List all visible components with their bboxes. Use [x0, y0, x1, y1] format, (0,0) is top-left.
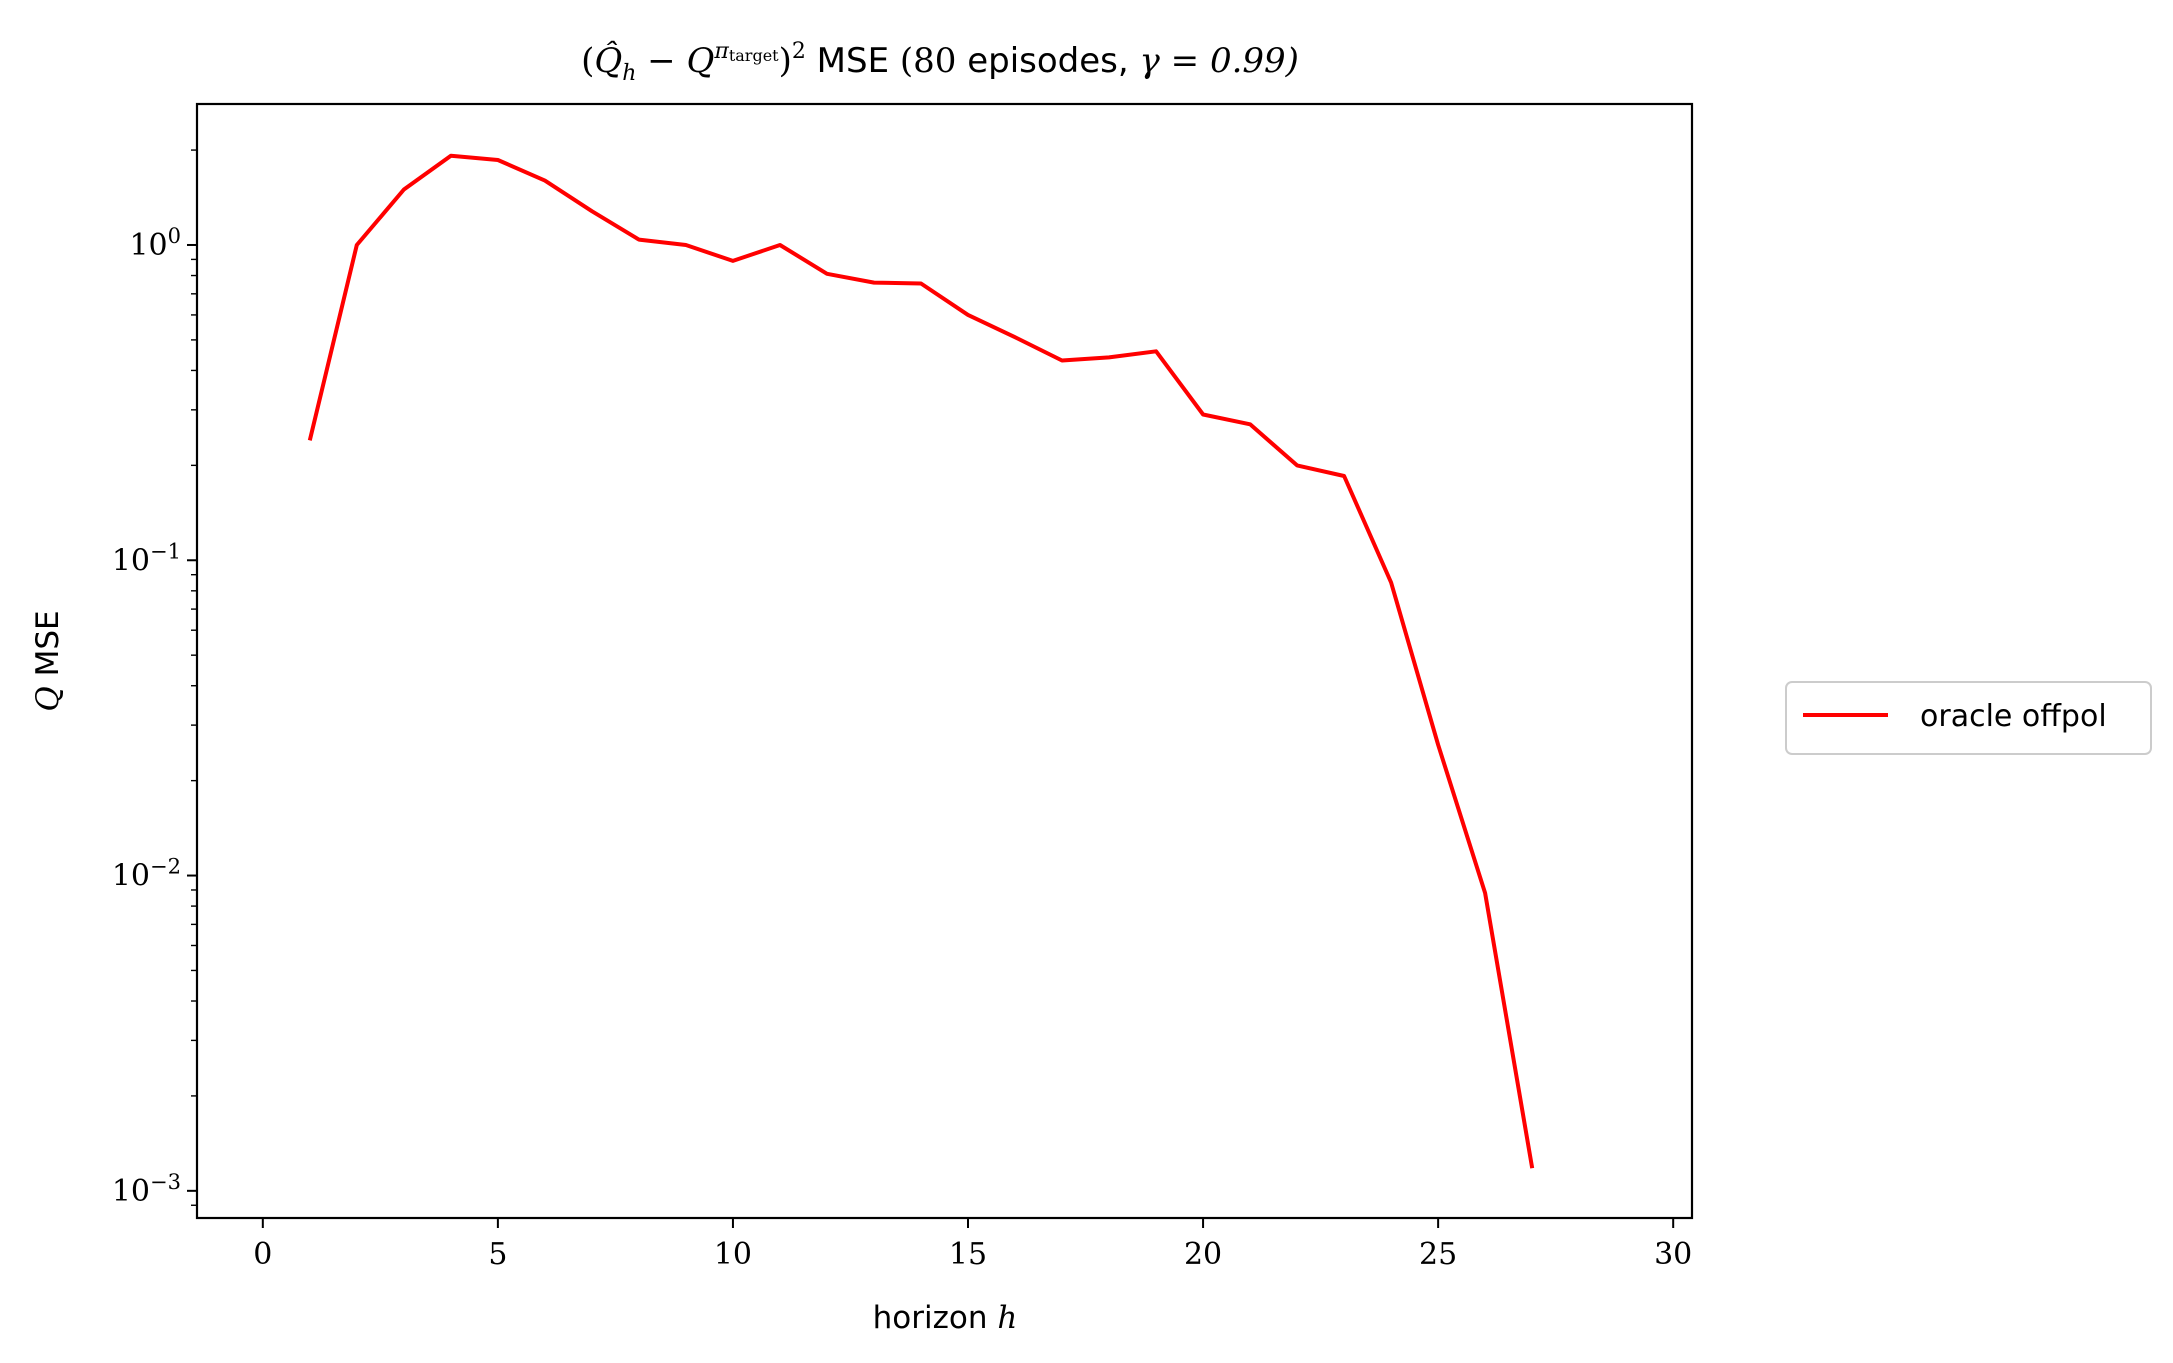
chart-title: (Q̂h − Qπtarget)2 MSE (80 episodes, γ = …: [581, 39, 1299, 86]
title-close-paren: ): [779, 41, 792, 81]
x-axis-label-h: h: [997, 1300, 1017, 1336]
y-axis: 100 10−1 10−2 10−3: [112, 149, 197, 1209]
x-tick-label: 10: [714, 1237, 752, 1272]
title-q-hat: Q̂: [594, 40, 622, 81]
title-episodes: episodes,: [956, 41, 1139, 81]
title-sq: 2: [792, 39, 806, 64]
y-axis-label-mse: MSE: [30, 610, 66, 686]
x-axis-label: horizon h: [873, 1300, 1018, 1336]
title-h-sub: h: [622, 61, 636, 86]
y-tick-label: 10−1: [112, 539, 181, 578]
x-tick-label: 0: [253, 1237, 272, 1272]
title-open-paren: (: [581, 41, 594, 81]
x-tick-label: 5: [488, 1237, 507, 1272]
series-layer: [307, 153, 1535, 1169]
legend-label: oracle offpol: [1920, 699, 2107, 734]
y-tick-label: 100: [129, 224, 181, 263]
title-80: (80: [900, 41, 957, 81]
title-minus-q: − Q: [636, 41, 714, 81]
x-tick-label: 20: [1184, 1237, 1222, 1272]
title-mse: MSE: [806, 41, 900, 81]
y-axis-label-q: Q: [30, 686, 66, 711]
legend-box: [1785, 681, 2152, 755]
title-pi-sup: π: [713, 39, 729, 64]
x-axis: 0 5 10 15 20 25 30: [253, 1218, 1692, 1272]
x-tick-label: 15: [949, 1237, 987, 1272]
y-axis-label: Q MSE: [30, 610, 66, 711]
y-tick-label: 10−2: [112, 855, 181, 894]
title-gamma: γ = 0.99): [1140, 41, 1299, 81]
title-target-sub: target: [729, 46, 779, 65]
plot-area: [195, 102, 1694, 1220]
legend: oracle offpol: [1785, 681, 2152, 755]
y-tick-label: 10−3: [112, 1170, 181, 1209]
x-tick-label: 25: [1419, 1237, 1457, 1272]
x-axis-label-text: horizon: [873, 1300, 998, 1336]
series-line-oracle-offpol: [307, 153, 1535, 1169]
x-tick-label: 30: [1654, 1237, 1692, 1272]
